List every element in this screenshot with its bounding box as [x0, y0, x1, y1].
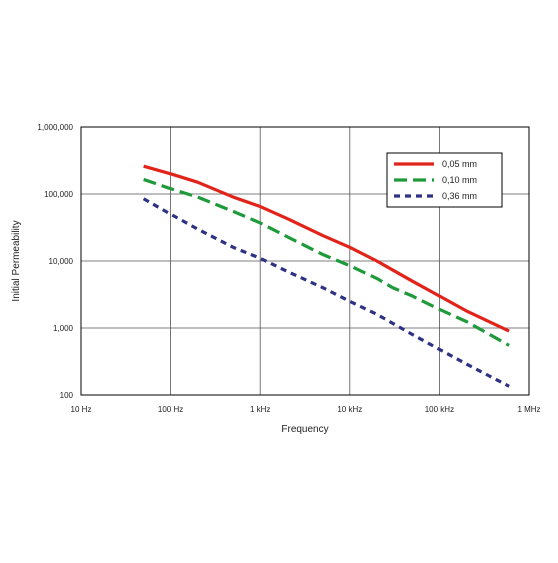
- y-tick-label: 10,000: [49, 257, 74, 266]
- series-line-3: [142, 197, 510, 388]
- x-axis-title: Frequency: [281, 424, 328, 435]
- x-tick-label: 1 MHz: [517, 405, 540, 414]
- x-tick-label: 10 kHz: [337, 405, 362, 414]
- x-tick-label: 1 kHz: [250, 405, 270, 414]
- legend-label-1: 0,05 mm: [442, 159, 477, 169]
- y-tick-label: 1,000: [53, 324, 74, 333]
- tick-labels: 10 Hz 100 Hz 1 kHz 10 kHz 100 kHz 1 MHz 100 1,0…: [37, 123, 540, 414]
- legend-items: 0,05 mm 0,10 mm 0,36 mm: [394, 159, 477, 201]
- series-layer: [142, 164, 510, 388]
- y-tick-label: 100: [60, 391, 74, 400]
- y-tick-label: 100,000: [44, 190, 73, 199]
- legend: 0,05 mm 0,10 mm 0,36 mm: [386, 152, 503, 208]
- x-tick-label: 100 kHz: [425, 405, 454, 414]
- legend-label-3: 0,36 mm: [442, 191, 477, 201]
- series-line-1: [143, 164, 510, 333]
- plot-frame: [80, 126, 530, 396]
- legend-label-2: 0,10 mm: [442, 175, 477, 185]
- x-tick-label: 100 Hz: [158, 405, 183, 414]
- x-tick-label: 10 Hz: [71, 405, 92, 414]
- y-tick-label: 1,000,000: [37, 123, 73, 132]
- series-line-2: [143, 177, 510, 347]
- y-axis-title: Initial Permeability: [11, 220, 22, 301]
